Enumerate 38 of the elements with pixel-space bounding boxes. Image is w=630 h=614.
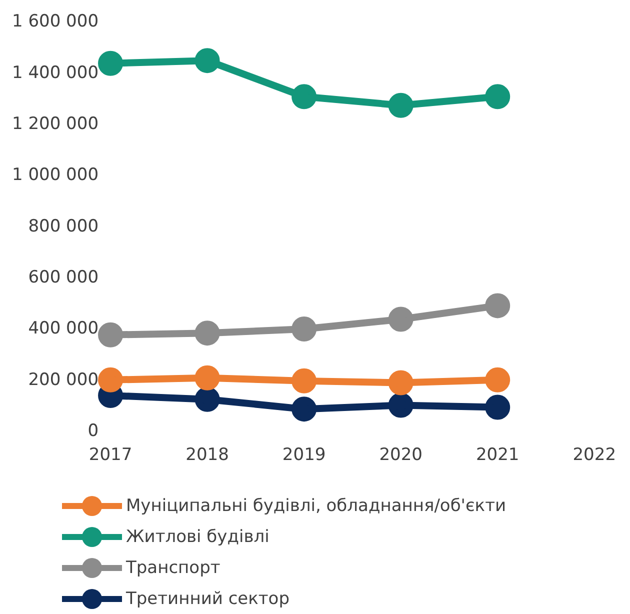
y-tick-label: 800 000 — [28, 216, 99, 236]
legend-label: Транспорт — [126, 558, 220, 578]
point — [98, 322, 124, 348]
point — [292, 396, 317, 422]
point — [388, 370, 414, 396]
y-tick-label: 0 — [88, 421, 99, 442]
x-tick-label: 2022 — [572, 445, 616, 466]
point — [194, 320, 220, 346]
point — [485, 84, 510, 110]
point — [388, 92, 414, 118]
legend-label: Житлові будівлі — [126, 526, 270, 546]
point — [388, 306, 414, 332]
point — [194, 386, 220, 412]
x-tick-label: 2021 — [476, 445, 520, 466]
point — [194, 48, 220, 74]
point — [485, 394, 510, 420]
y-tick-label: 400 000 — [28, 318, 99, 339]
x-tick-label: 2020 — [379, 445, 422, 466]
y-tick-label: 1 400 000 — [12, 62, 99, 83]
point — [292, 368, 317, 394]
point — [292, 316, 317, 342]
x-tick-label: 2018 — [186, 445, 229, 466]
y-tick-label: 200 000 — [28, 370, 99, 390]
legend-label: Муніципальні будівлі, обладнання/об'єкти — [126, 496, 506, 516]
y-tick-label: 1 200 000 — [12, 114, 99, 134]
x-tick-label: 2019 — [282, 445, 326, 466]
point — [485, 367, 510, 392]
x-tick-label: 2017 — [88, 445, 132, 466]
point — [98, 367, 124, 392]
point — [292, 84, 317, 110]
point — [98, 50, 124, 76]
legend-label: Третинний сектор — [126, 588, 290, 608]
point — [194, 365, 220, 390]
point — [388, 392, 414, 418]
y-tick-label: 1 000 000 — [12, 165, 99, 186]
y-tick-label: 600 000 — [28, 267, 99, 288]
point — [485, 293, 510, 318]
y-tick-label: 1 600 000 — [12, 12, 99, 32]
